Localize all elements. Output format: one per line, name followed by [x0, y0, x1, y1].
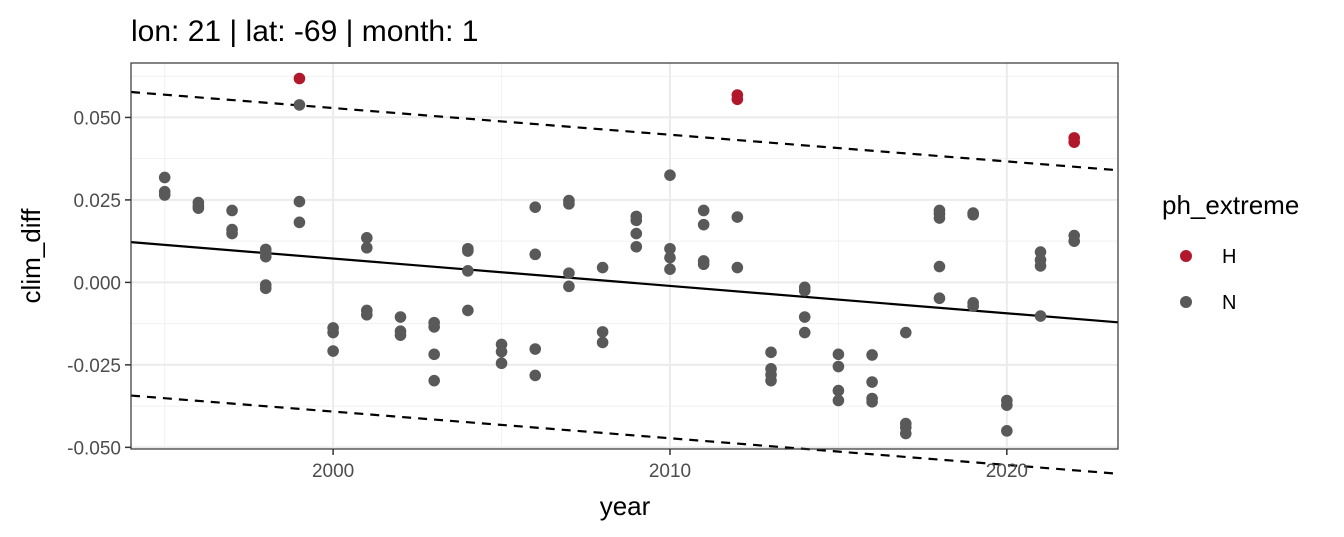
data-point-N: [697, 258, 710, 271]
data-point-N: [428, 348, 440, 361]
data-point-N: [832, 360, 845, 373]
legend-label-H: H: [1222, 246, 1236, 268]
data-point-N: [192, 202, 205, 214]
y-tick-label: -0.050: [67, 438, 121, 459]
data-points: [158, 72, 1081, 440]
data-point-N: [529, 343, 542, 355]
data-point-N: [832, 384, 845, 397]
data-point-N: [495, 345, 508, 358]
lower-line: [130, 394, 1119, 475]
legend-label-N: N: [1222, 292, 1236, 314]
plot-background: [131, 63, 1118, 449]
data-point-N: [529, 248, 542, 261]
data-point-N: [1034, 260, 1047, 272]
data-point-N: [765, 346, 777, 359]
data-point-N: [630, 214, 643, 227]
plot-border: [130, 62, 1119, 450]
data-point-N: [428, 374, 440, 387]
data-point-N: [664, 242, 676, 255]
data-point-N: [832, 394, 845, 407]
data-point-N: [293, 99, 306, 111]
data-point-N: [798, 311, 811, 323]
data-point-N: [596, 326, 609, 338]
data-point-N: [630, 227, 643, 240]
data-point-N: [259, 250, 272, 263]
data-point-H: [293, 72, 306, 85]
x-axis-title: year: [600, 491, 651, 521]
data-point-N: [596, 261, 609, 274]
data-point-N: [563, 198, 575, 210]
data-point-N: [1068, 235, 1081, 247]
data-point-N: [731, 211, 744, 223]
data-point-N: [158, 189, 171, 201]
x-tick-label: 2020: [986, 461, 1028, 482]
x-tick-label: 2010: [649, 461, 691, 482]
data-point-N: [866, 349, 878, 361]
data-point-N: [293, 195, 306, 208]
data-point-N: [899, 326, 912, 339]
data-point-N: [327, 345, 339, 357]
y-tick-label: 0.025: [73, 191, 121, 212]
data-point-N: [798, 326, 811, 339]
data-point-N: [428, 321, 440, 333]
data-point-N: [1034, 310, 1047, 322]
data-point-N: [226, 227, 238, 240]
data-point-N: [361, 232, 373, 244]
data-point-N: [697, 204, 710, 217]
data-point-N: [563, 267, 575, 279]
data-point-N: [933, 212, 946, 224]
data-point-N: [529, 201, 542, 213]
data-point-N: [361, 308, 373, 321]
data-point-N: [933, 260, 946, 273]
trend-line: [130, 241, 1119, 324]
data-point-N: [1001, 425, 1013, 437]
data-point-N: [967, 300, 979, 312]
legend: ph_extreme H N: [1162, 190, 1299, 314]
data-point-N: [259, 282, 272, 295]
data-point-N: [731, 261, 744, 274]
data-point-N: [899, 427, 912, 440]
data-point-H: [1068, 136, 1081, 148]
data-point-N: [765, 374, 777, 387]
data-point-H: [731, 93, 744, 106]
data-point-N: [462, 265, 474, 277]
y-tick-label: -0.025: [67, 356, 121, 377]
data-point-N: [327, 326, 339, 339]
data-point-N: [664, 251, 676, 264]
legend-key-H: [1180, 250, 1192, 262]
data-point-N: [697, 218, 710, 231]
data-point-N: [866, 396, 878, 408]
data-point-N: [967, 208, 979, 221]
axes: 2000 2010 2020 -0.050 -0.025 0.000 0.025 0.050: [67, 62, 1119, 482]
data-point-N: [462, 304, 474, 317]
data-point-N: [563, 280, 575, 293]
data-point-N: [832, 348, 845, 361]
data-point-N: [933, 292, 946, 305]
data-point-N: [664, 263, 676, 275]
data-point-N: [394, 329, 407, 341]
data-point-N: [226, 204, 238, 217]
data-point-N: [1001, 399, 1013, 411]
data-point-N: [361, 241, 373, 254]
data-point-N: [158, 171, 171, 184]
data-point-N: [664, 169, 676, 181]
y-tick-label: 0.050: [73, 108, 121, 129]
plot-panel: [131, 63, 1118, 449]
data-point-N: [596, 336, 609, 349]
data-point-N: [394, 311, 407, 323]
data-point-N: [529, 369, 542, 382]
x-tick-label: 2000: [312, 461, 354, 482]
data-point-N: [630, 240, 643, 253]
y-tick-label: 0.000: [73, 273, 121, 294]
y-axis-title: clim_diff: [16, 208, 46, 304]
chart-title: lon: 21 | lat: -69 | month: 1: [131, 15, 478, 48]
data-point-N: [866, 376, 878, 388]
data-point-N: [462, 245, 474, 257]
data-point-N: [293, 216, 306, 229]
data-point-N: [798, 284, 811, 297]
legend-key-N: [1180, 296, 1192, 308]
data-point-N: [495, 357, 508, 370]
legend-title: ph_extreme: [1162, 190, 1299, 220]
